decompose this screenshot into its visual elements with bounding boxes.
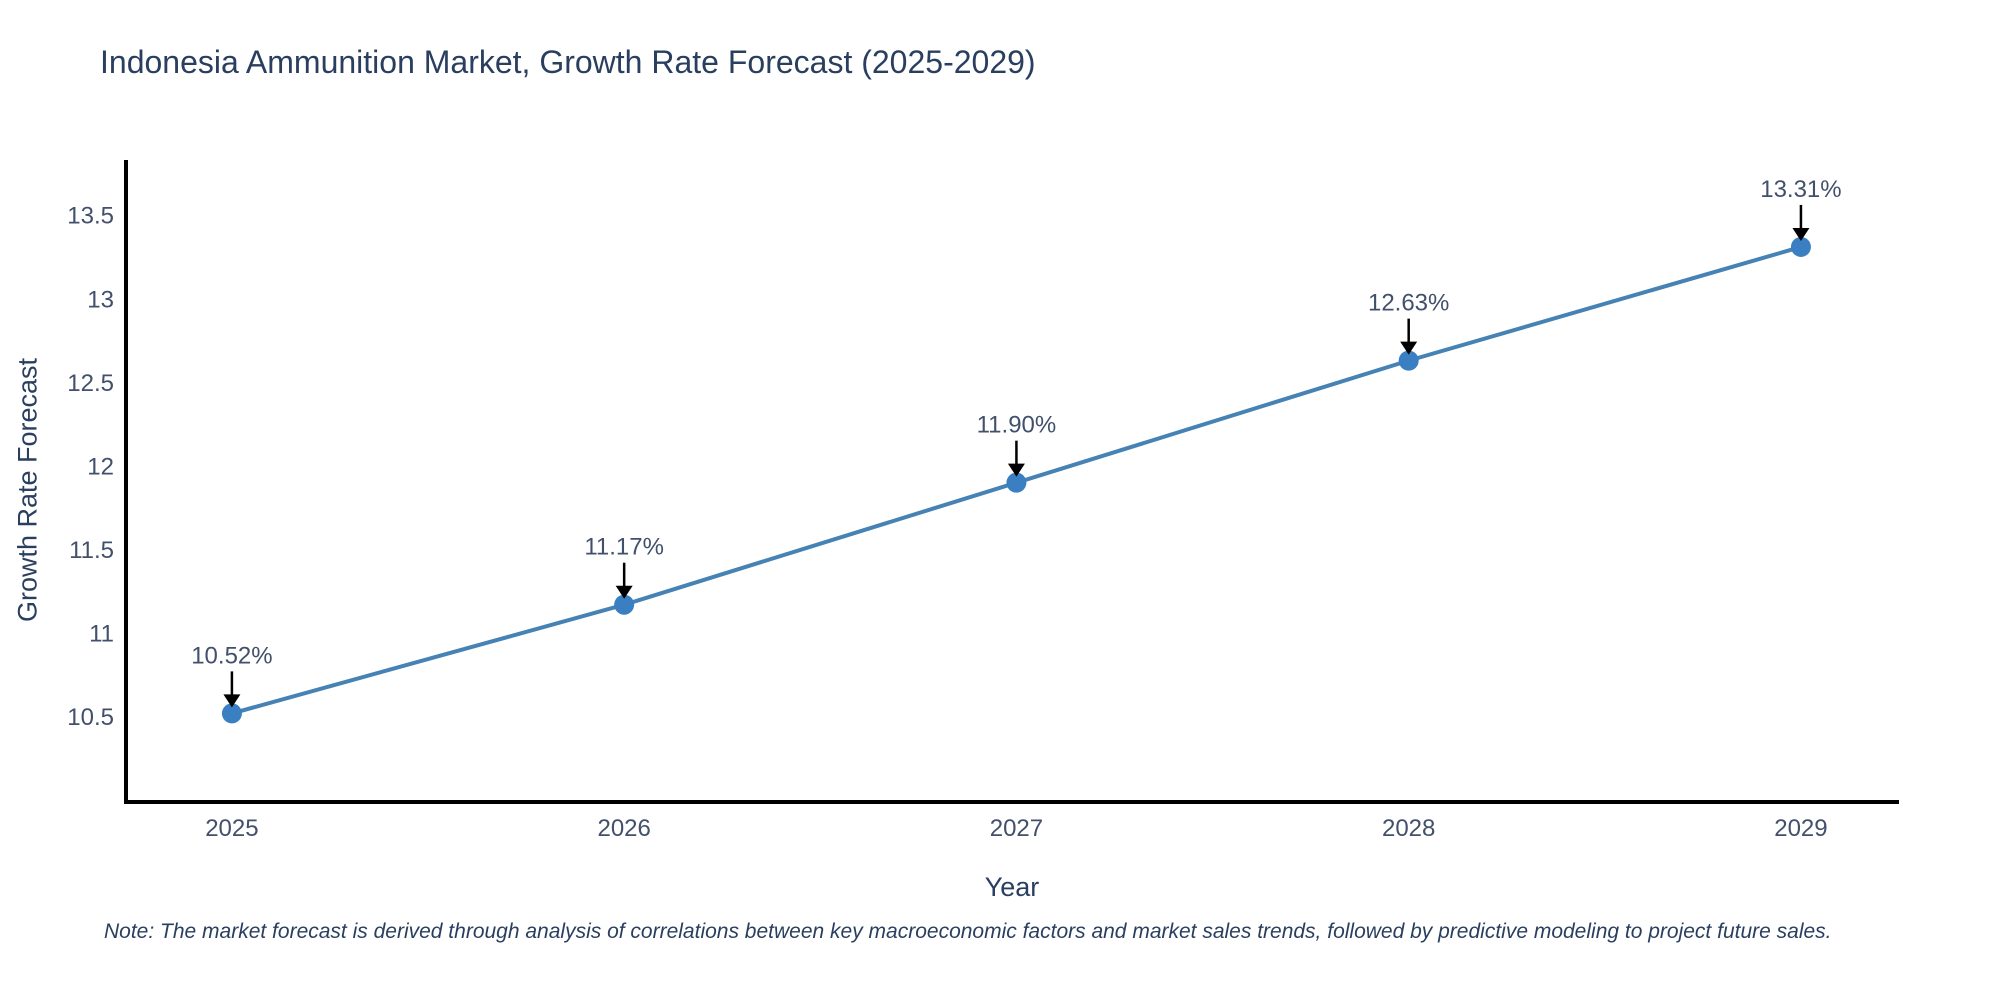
x-axis-title: Year (984, 872, 1040, 902)
y-tick-label: 13 (87, 286, 114, 313)
data-point-marker[interactable] (614, 594, 635, 615)
annotation-arrowhead (615, 585, 633, 599)
x-tick-label: 2025 (205, 815, 258, 842)
x-tick-label: 2026 (597, 815, 650, 842)
y-tick-label: 13.5 (67, 203, 114, 230)
x-tick-label: 2029 (1774, 815, 1827, 842)
data-point-marker[interactable] (221, 703, 242, 724)
annotation-label: 11.90% (977, 412, 1057, 439)
y-tick-label: 11 (89, 621, 114, 648)
annotation-arrowhead (223, 694, 241, 708)
annotation-label: 10.52% (191, 642, 272, 669)
y-tick-label: 10.5 (67, 704, 114, 731)
annotation-arrowhead (1400, 341, 1418, 355)
annotation-label: 13.31% (1760, 176, 1841, 203)
annotation-label: 12.63% (1368, 290, 1449, 317)
footnote: Note: The market forecast is derived thr… (104, 920, 1832, 943)
y-axis-title: Growth Rate Forecast (12, 357, 43, 623)
y-tick-label: 12 (87, 453, 114, 480)
x-tick-label: 2028 (1382, 815, 1435, 842)
x-tick-label: 2027 (990, 815, 1043, 842)
data-point-marker[interactable] (1790, 236, 1811, 257)
annotation-label: 11.17% (584, 534, 664, 561)
data-point-marker[interactable] (1398, 350, 1419, 371)
annotation-arrowhead (1792, 227, 1810, 241)
annotation-arrowhead (1007, 463, 1025, 477)
y-tick-label: 12.5 (67, 370, 114, 397)
y-tick-label: 11.5 (69, 537, 114, 564)
data-point-marker[interactable] (1006, 472, 1027, 493)
chart-title: Indonesia Ammunition Market, Growth Rate… (100, 44, 1036, 80)
